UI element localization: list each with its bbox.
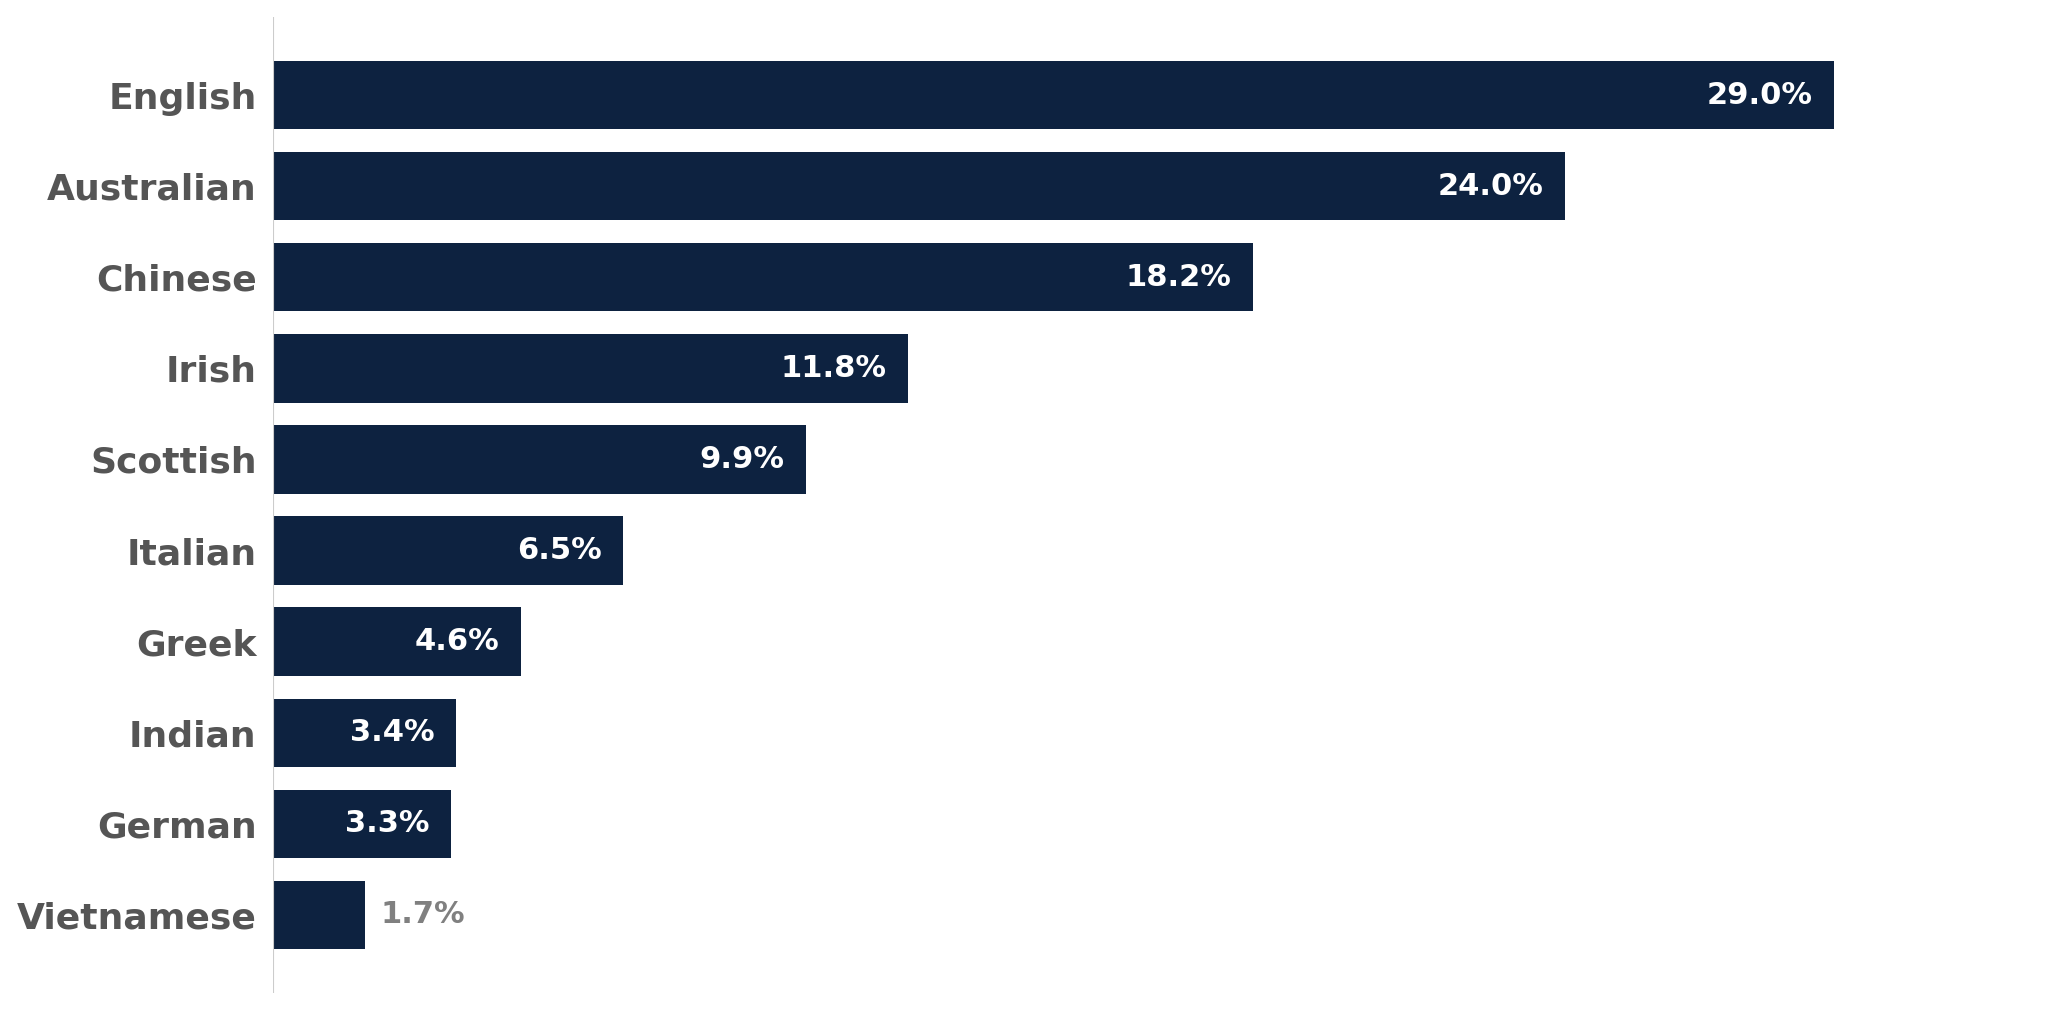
Text: 1.7%: 1.7% (380, 900, 465, 929)
Bar (273, 334, 909, 403)
Text: 18.2%: 18.2% (1126, 263, 1231, 292)
Text: 29.0%: 29.0% (1707, 81, 1812, 110)
Text: 6.5%: 6.5% (516, 536, 601, 565)
Bar (273, 153, 1564, 220)
Text: 9.9%: 9.9% (700, 445, 785, 474)
Text: 11.8%: 11.8% (781, 354, 886, 383)
Bar (273, 243, 1252, 311)
Bar (273, 516, 624, 585)
Bar (273, 699, 457, 767)
Text: 3.4%: 3.4% (349, 718, 434, 747)
Text: 24.0%: 24.0% (1438, 172, 1543, 201)
Text: 3.3%: 3.3% (345, 809, 430, 838)
Bar (273, 790, 450, 857)
Text: 4.6%: 4.6% (415, 627, 500, 657)
Bar (273, 607, 521, 676)
Bar (273, 425, 806, 494)
Bar (273, 61, 1835, 129)
Bar (273, 881, 366, 949)
